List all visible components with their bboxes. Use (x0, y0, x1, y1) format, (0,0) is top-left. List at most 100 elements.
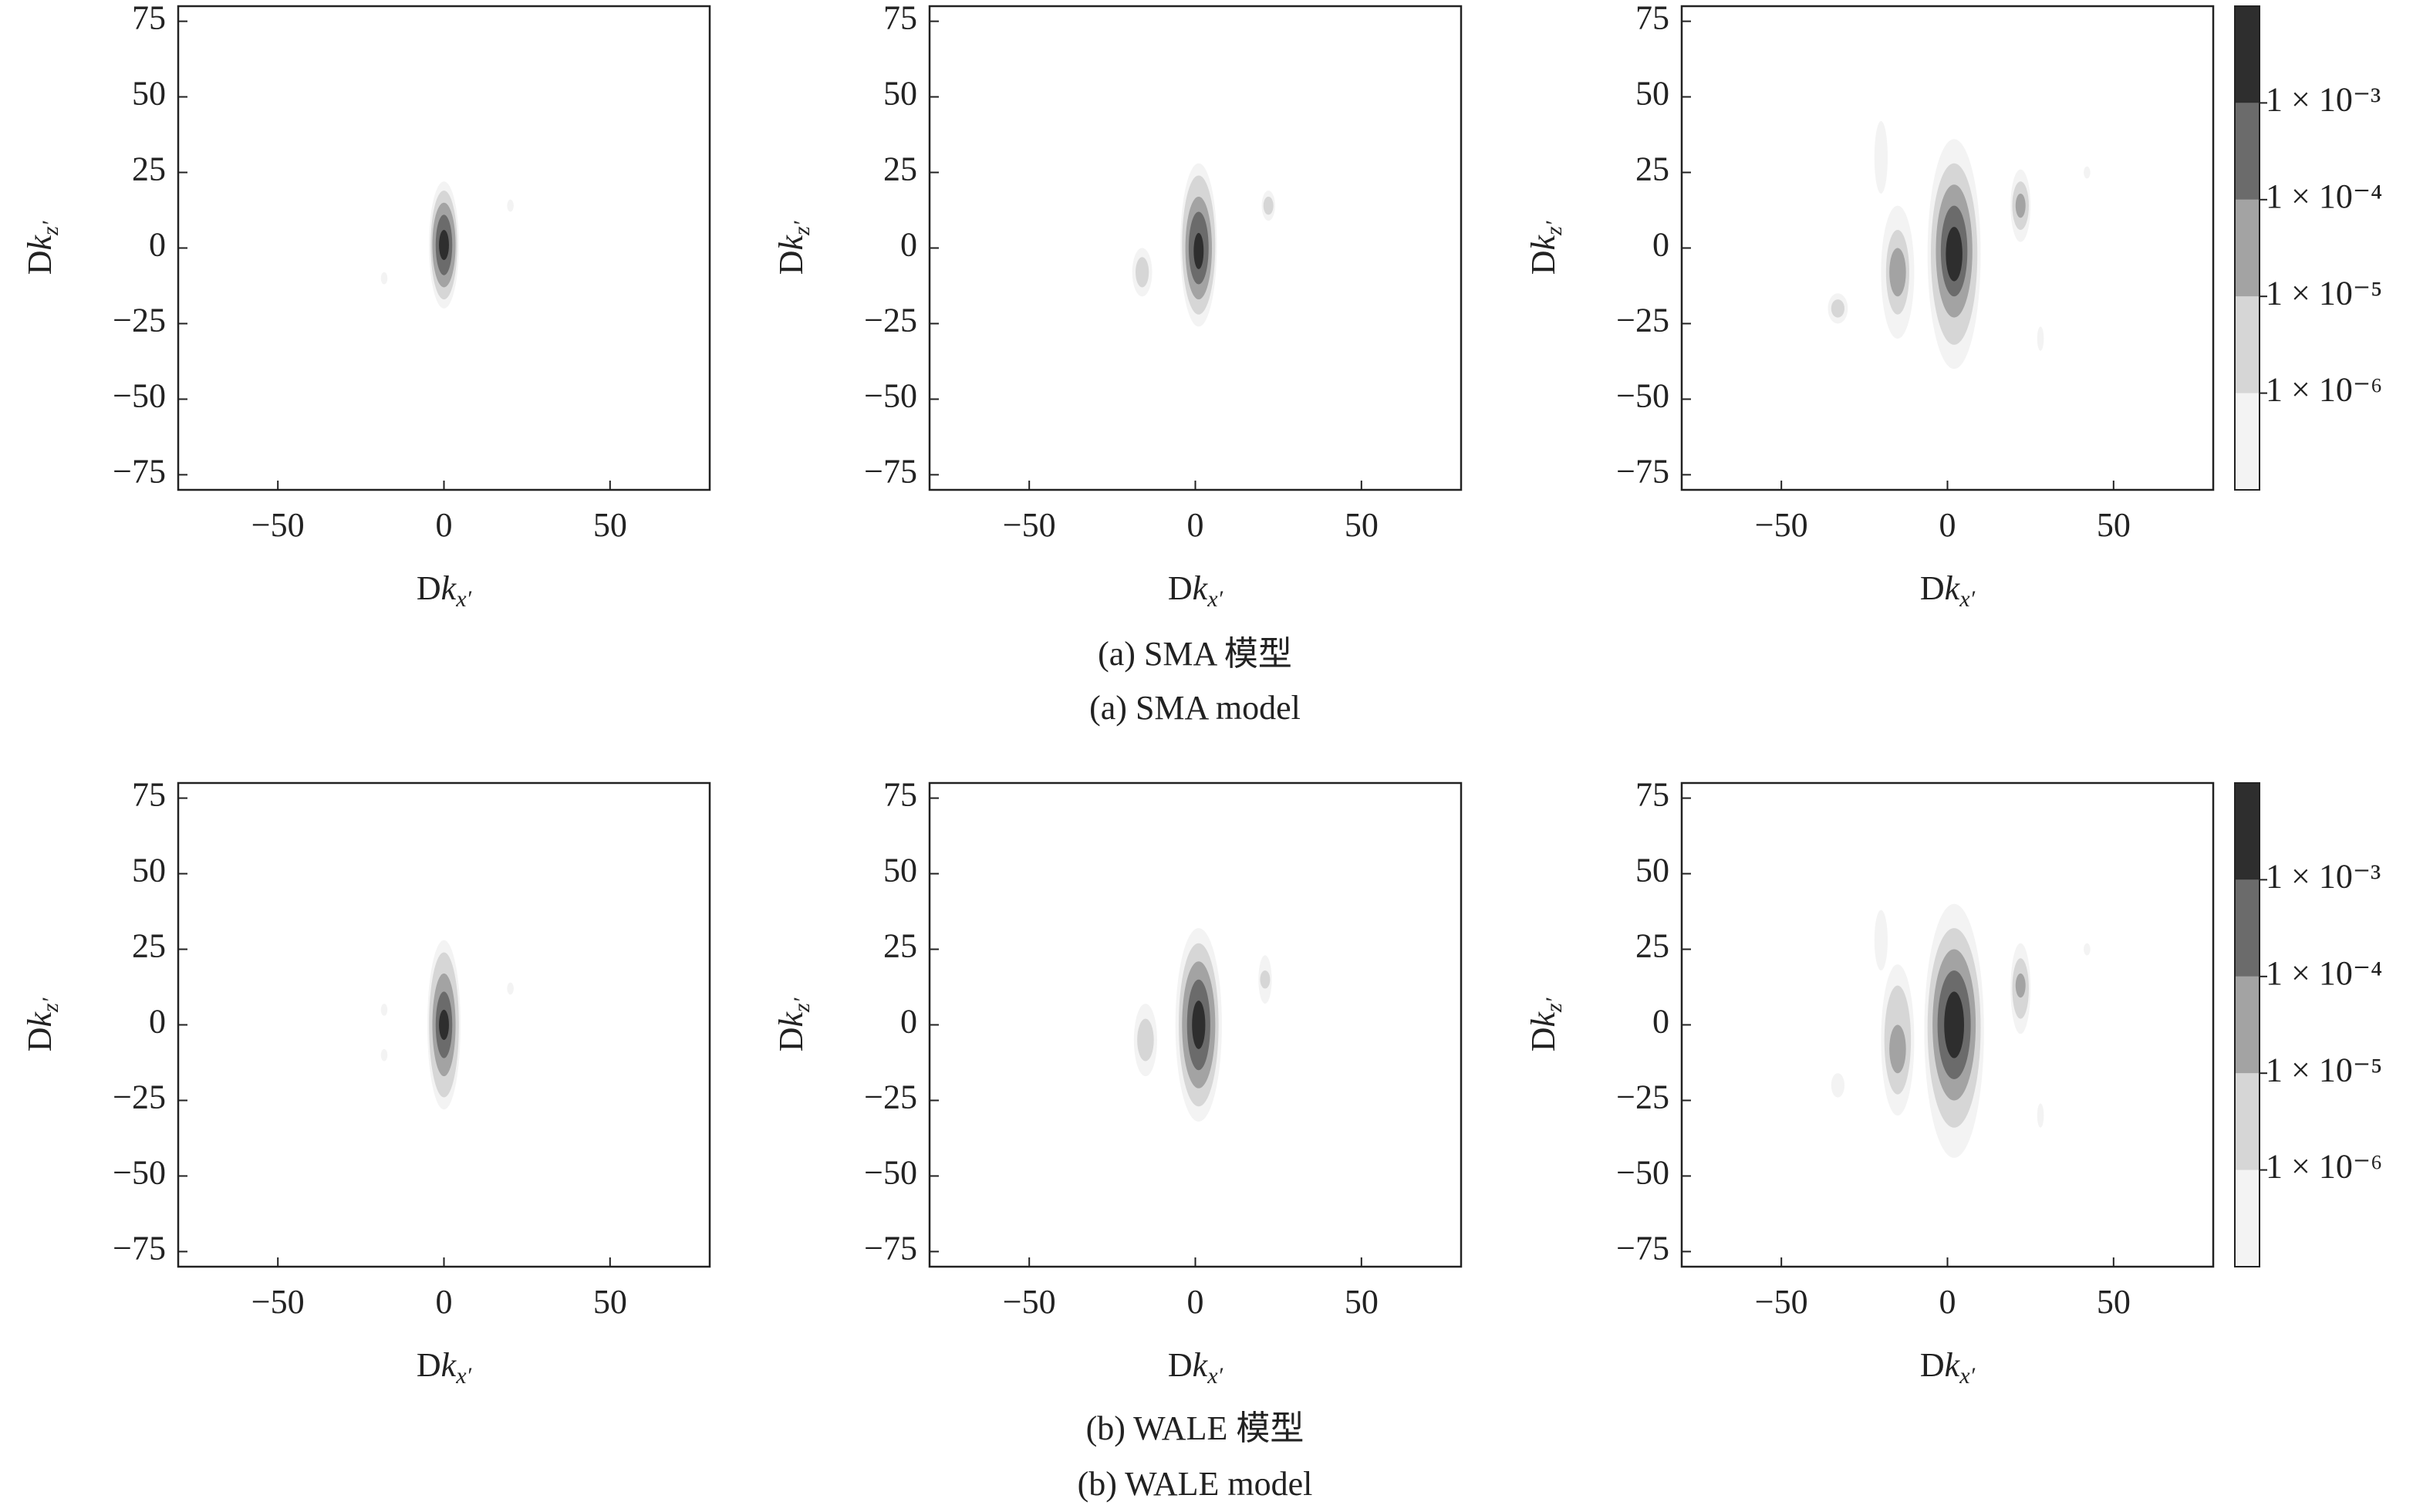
axis-label-part: k (772, 235, 810, 251)
colorbar-band (2235, 103, 2260, 200)
colorbar-tick-label: 1 × 10⁻³ (2266, 857, 2381, 895)
colorbar-band (2235, 976, 2260, 1074)
axis-label-part: D (417, 569, 441, 607)
colorbar-tick-label: 1 × 10⁻⁵ (2266, 274, 2382, 312)
contour-region (1193, 232, 1204, 269)
axis-label-part: z′ (1541, 997, 1567, 1013)
colorbar-band (2235, 783, 2260, 880)
x-tick-label: 0 (1187, 1283, 1204, 1321)
x-tick-label: 50 (2097, 506, 2131, 544)
y-tick-label: 0 (149, 226, 166, 264)
axis-label-part: k (1193, 569, 1209, 607)
axis-label-part: k (1524, 235, 1562, 251)
axis-label-part: D (417, 1346, 441, 1384)
axis-label-part: z′ (789, 221, 815, 236)
y-tick-label: 75 (132, 776, 166, 814)
contour-region (439, 229, 449, 261)
x-tick-label: −50 (1003, 1283, 1056, 1321)
axis-label: Dkz′ (772, 221, 815, 275)
axis-label-part: k (21, 235, 59, 251)
colorbar-band (2235, 1073, 2260, 1170)
y-tick-label: −50 (1616, 377, 1669, 415)
y-tick-label: −75 (1616, 453, 1669, 491)
axis-label-part: k (1524, 1011, 1562, 1028)
plot-area (380, 181, 514, 309)
contour-region (1137, 1018, 1154, 1061)
x-tick-label: 50 (1345, 506, 1379, 544)
axis-label-part: k (1945, 1346, 1961, 1384)
axis-label: Dkx′ (417, 1346, 472, 1389)
caption: (a) SMA 模型 (1098, 635, 1292, 673)
axis-label-part: D (772, 251, 810, 275)
axis-label-part: D (1524, 1028, 1562, 1052)
y-tick-label: −25 (864, 302, 917, 339)
axis-label-part: x′ (455, 1363, 471, 1389)
y-tick-label: 50 (132, 75, 166, 113)
y-tick-label: 0 (1652, 226, 1669, 264)
caption: (b) WALE 模型 (1086, 1409, 1304, 1447)
y-tick-label: 75 (132, 0, 166, 37)
x-tick-label: 0 (436, 1283, 453, 1321)
colorbar-band (2235, 199, 2260, 297)
axis-label-part: D (1524, 251, 1562, 275)
contour-region (439, 1009, 449, 1041)
x-tick-label: 0 (1187, 506, 1204, 544)
contour-region (507, 199, 514, 212)
axis-label: Dkz′ (21, 997, 63, 1051)
x-tick-label: −50 (1755, 1283, 1808, 1321)
colorbar-tick-label: 1 × 10⁻⁶ (2266, 371, 2382, 409)
axis-label-part: D (1168, 1346, 1193, 1384)
colorbar-tick-label: 1 × 10⁻⁵ (2266, 1051, 2382, 1088)
y-tick-label: 0 (1652, 1003, 1669, 1041)
y-tick-label: 50 (883, 75, 917, 113)
colorbar-band (2235, 6, 2260, 103)
y-tick-label: −50 (113, 1154, 166, 1192)
y-tick-label: 25 (1635, 150, 1669, 188)
contour-region (1889, 1024, 1906, 1074)
contour-region (1831, 1073, 1845, 1098)
y-tick-label: 75 (1635, 776, 1669, 814)
y-tick-label: −25 (864, 1078, 917, 1116)
y-tick-label: 0 (900, 1003, 917, 1041)
contour-region (2037, 326, 2044, 351)
axis-label-part: z′ (789, 997, 815, 1013)
contour-region (380, 1004, 388, 1016)
x-tick-label: 50 (1345, 1283, 1379, 1321)
plot-area (380, 940, 514, 1110)
axis-label-part: D (1168, 569, 1193, 607)
x-tick-label: −50 (1003, 506, 1056, 544)
axis-label-part: k (441, 1346, 457, 1384)
axis-label-part: k (1945, 569, 1961, 607)
axis-label-part: k (21, 1011, 59, 1028)
y-tick-label: 50 (132, 852, 166, 889)
axis-label-part: D (21, 251, 59, 275)
y-tick-label: 25 (132, 150, 166, 188)
axis-label: Dkz′ (1524, 221, 1567, 275)
axis-label-part: D (772, 1028, 810, 1052)
axis-label: Dkx′ (1168, 569, 1223, 612)
y-tick-label: −75 (113, 1230, 166, 1267)
colorbar-tick-label: 1 × 10⁻⁴ (2266, 954, 2382, 992)
contour-region (2037, 1103, 2044, 1128)
contour-region (1946, 227, 1963, 282)
x-tick-label: −50 (251, 506, 305, 544)
y-tick-label: −75 (1616, 1230, 1669, 1267)
colorbar-tick-label: 1 × 10⁻⁶ (2266, 1148, 2382, 1186)
plot-area (1133, 928, 1272, 1122)
plot-area (1132, 163, 1275, 327)
y-tick-label: −25 (1616, 302, 1669, 339)
contour-region (1263, 196, 1274, 215)
contour-region (1874, 120, 1888, 194)
y-tick-label: −50 (113, 377, 166, 415)
axis-label: Dkx′ (1920, 569, 1976, 612)
axis-label-part: x′ (1959, 586, 1975, 612)
contour-region (2084, 166, 2091, 179)
x-tick-label: 50 (2097, 1283, 2131, 1321)
y-tick-label: 50 (1635, 852, 1669, 889)
